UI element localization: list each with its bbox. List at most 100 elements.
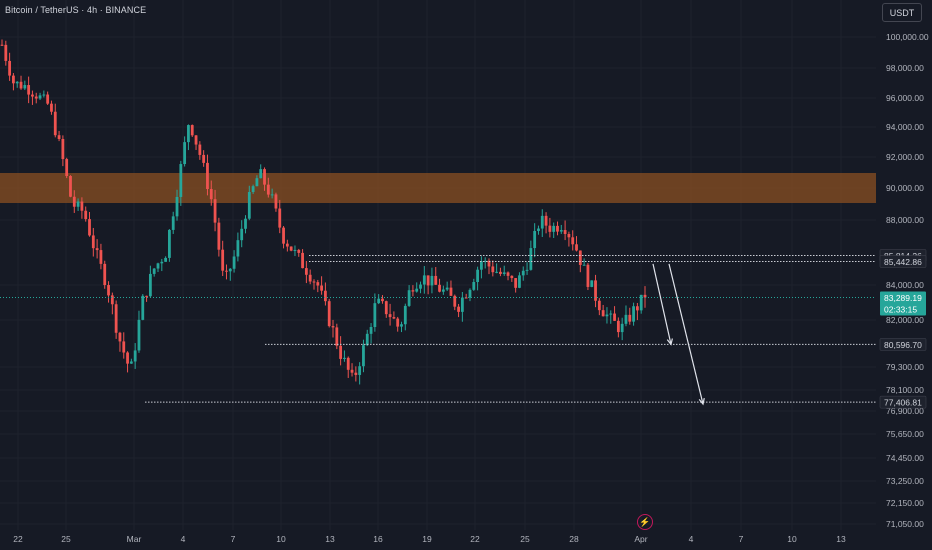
candle-body <box>202 154 206 163</box>
candle-body <box>209 189 213 200</box>
candle-body <box>457 306 460 312</box>
candle-body <box>567 234 571 238</box>
y-tick-label: 100,000.00 <box>886 32 929 42</box>
candle-body <box>38 95 42 99</box>
candle-body <box>590 280 594 287</box>
projection-arrow <box>668 263 704 405</box>
candle-body <box>152 268 156 274</box>
candle-body <box>206 162 209 190</box>
grid <box>0 0 876 530</box>
y-tick-label: 82,000.00 <box>886 315 924 325</box>
candle-body <box>400 324 403 327</box>
projection-arrow-head <box>666 338 673 346</box>
candle-body <box>244 218 247 229</box>
candle-body <box>445 287 449 290</box>
candle-body <box>373 303 377 328</box>
candle-body <box>544 215 548 226</box>
candle-body <box>533 230 537 249</box>
candle-body <box>358 366 362 375</box>
x-tick-label: 4 <box>181 534 186 544</box>
candle-body <box>304 268 308 275</box>
candle-body <box>187 125 190 143</box>
x-tick-label: 13 <box>836 534 846 544</box>
candle-body <box>232 256 236 269</box>
candle-body <box>23 85 27 89</box>
candle-body <box>99 250 103 264</box>
candle-body <box>613 313 616 321</box>
candle-body <box>107 285 110 296</box>
candle-body <box>266 184 270 195</box>
candle-body <box>289 246 293 251</box>
candle-body <box>324 290 327 302</box>
x-tick-label: 25 <box>520 534 530 544</box>
candle-body <box>426 275 430 286</box>
candle-body <box>540 215 544 229</box>
x-tick-label: 7 <box>739 534 744 544</box>
resistance-zone-rect <box>0 173 876 203</box>
candle-body <box>495 271 499 273</box>
candle-body <box>620 323 624 333</box>
x-tick-label: 22 <box>13 534 23 544</box>
x-tick-label: 10 <box>276 534 286 544</box>
y-tick-label: 96,000.00 <box>886 93 924 103</box>
candle-body <box>110 295 114 305</box>
x-tick-label: 16 <box>373 534 383 544</box>
y-tick-label: 75,650.00 <box>886 429 924 439</box>
candle-body <box>514 278 518 288</box>
level-badge-label: 80,596.70 <box>884 340 922 350</box>
candle-body <box>259 169 263 179</box>
candle-body <box>293 249 297 251</box>
candle-body <box>160 261 164 264</box>
candle-body <box>263 169 266 185</box>
y-tick-label: 79,300.00 <box>886 362 924 372</box>
candle-body <box>217 222 221 250</box>
candle-body <box>194 135 198 145</box>
candle-body <box>12 75 15 84</box>
candle-body <box>168 229 171 258</box>
candle-body <box>346 357 350 370</box>
resistance-zone <box>0 173 876 203</box>
lightning-icon[interactable]: ⚡ <box>637 514 653 530</box>
candle-body <box>213 199 217 223</box>
candle-body <box>635 306 639 311</box>
candle-body <box>175 196 179 217</box>
candle-body <box>510 275 514 279</box>
candle-body <box>483 260 487 262</box>
candle-body <box>575 244 578 251</box>
candle-body <box>365 333 369 346</box>
candle-body <box>354 372 358 375</box>
y-axis: 100,000.00 98,000.00 96,000.00 94,000.00 92,… <box>879 32 929 529</box>
candle-body <box>343 357 346 359</box>
candle-body <box>411 290 415 292</box>
y-tick-label: 71,050.00 <box>886 519 924 529</box>
current-price-badge <box>880 291 926 316</box>
candle-body <box>179 164 183 197</box>
candle-body <box>487 260 491 267</box>
y-tick-label: 92,000.00 <box>886 152 924 162</box>
candle-body <box>312 281 316 283</box>
y-tick-label: 78,100.00 <box>886 385 924 395</box>
candle-body <box>628 314 632 322</box>
candle-body <box>472 282 476 290</box>
candle-body <box>4 44 8 61</box>
candle-body <box>563 230 567 235</box>
candle-body <box>506 272 510 276</box>
candle-body <box>270 194 274 196</box>
candle-body <box>362 345 365 367</box>
level-badge <box>879 255 927 268</box>
y-tick-label: 73,250.00 <box>886 476 924 486</box>
candle-body <box>316 282 320 286</box>
candle-body <box>392 317 396 319</box>
candle-body <box>556 225 559 232</box>
candle-body <box>133 350 137 362</box>
candle-body <box>88 219 91 236</box>
candle-body <box>605 314 609 317</box>
candle-body <box>255 178 259 187</box>
candle-body <box>388 314 392 318</box>
level-badge-label: 77,406.81 <box>884 398 922 408</box>
candle-body <box>141 295 145 320</box>
currency-button[interactable]: USDT <box>882 3 922 22</box>
candle-body <box>403 305 407 325</box>
